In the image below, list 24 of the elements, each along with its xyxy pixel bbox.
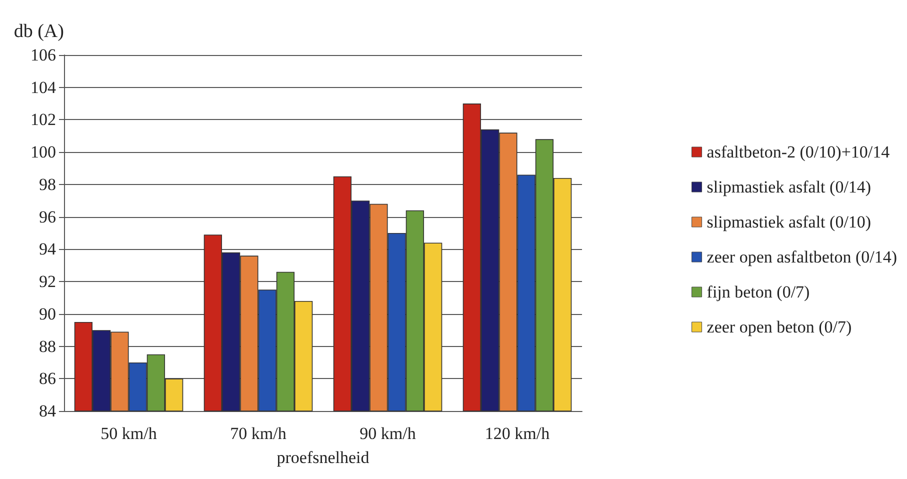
y-tick-label: 90 [39, 304, 56, 324]
y-tick-label: 92 [39, 272, 56, 292]
legend-label: zeer open asfaltbeton (0/14) [706, 248, 898, 266]
y-tick-label: 94 [39, 240, 56, 259]
x-axis-title: proefsnelheid [276, 448, 370, 467]
legend-label: slipmastiek asfalt (0/14) [706, 178, 872, 196]
y-tick-label: 104 [30, 78, 56, 97]
x-tick-label: 70 km/h [230, 424, 287, 443]
y-tick-label: 98 [39, 174, 56, 194]
y-tick-label: 100 [30, 142, 56, 162]
x-tick-label: 50 km/h [100, 424, 158, 443]
y-axis-title: db (A) [14, 21, 64, 42]
y-tick-label: 106 [30, 46, 56, 64]
y-tick-label: 88 [39, 336, 56, 356]
y-tick-label: 96 [39, 207, 56, 226]
y-tick-label: 84 [39, 402, 56, 420]
legend-label: asfaltbeton-2 (0/10)+10/14 [706, 142, 890, 162]
x-tick-label: 90 km/h [360, 424, 416, 443]
legend-label: fijn beton (0/7) [706, 282, 810, 302]
legend-label: zeer open beton (0/7) [706, 318, 852, 336]
y-tick-label: 102 [30, 110, 56, 130]
x-tick-label: 120 km/h [484, 424, 550, 443]
legend-label: slipmastiek asfalt (0/10) [706, 212, 872, 232]
y-tick-label: 86 [39, 369, 56, 388]
